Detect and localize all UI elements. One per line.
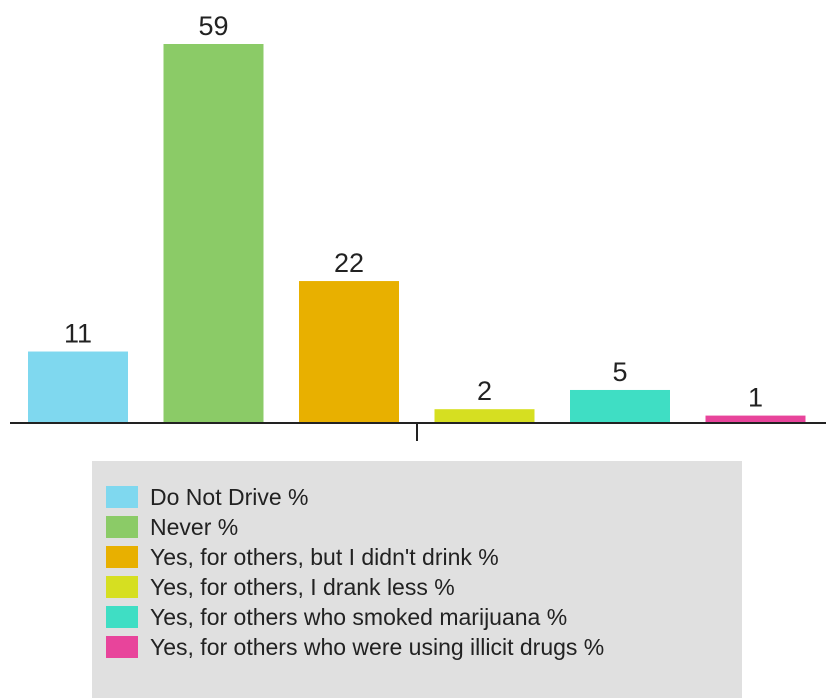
legend-item-6: Yes, for others who were using illicit d… [106, 632, 742, 662]
legend-swatch-1 [106, 486, 138, 508]
chart-legend: Do Not Drive % Never % Yes, for others, bu… [92, 461, 742, 698]
legend-swatch-4 [106, 576, 138, 598]
bar-2 [163, 44, 264, 422]
bar-value-label-6: 1 [748, 383, 763, 413]
bar-value-label-3: 22 [334, 248, 364, 278]
bar-6 [705, 415, 806, 422]
bar-value-label-1: 11 [64, 319, 92, 349]
bar-value-label-2: 59 [198, 11, 228, 41]
legend-swatch-5 [106, 606, 138, 628]
bar-4 [434, 409, 535, 422]
legend-swatch-3 [106, 546, 138, 568]
legend-swatch-2 [106, 516, 138, 538]
legend-item-1: Do Not Drive % [106, 482, 742, 512]
legend-item-4: Yes, for others, I drank less % [106, 572, 742, 602]
bar-1 [28, 351, 128, 422]
legend-label-3: Yes, for others, but I didn't drink % [150, 543, 499, 570]
bar-value-label-4: 2 [477, 376, 492, 406]
bar-value-label-5: 5 [612, 357, 627, 387]
bar-3 [299, 281, 399, 422]
legend-label-1: Do Not Drive % [150, 483, 309, 510]
legend-label-5: Yes, for others who smoked marijuana % [150, 603, 568, 630]
legend-item-2: Never % [106, 512, 742, 542]
legend-label-2: Never % [150, 513, 239, 540]
legend-swatch-6 [106, 636, 138, 658]
bars-group [28, 44, 806, 422]
legend-label-4: Yes, for others, I drank less % [150, 573, 455, 600]
bar-5 [570, 389, 670, 422]
legend-item-5: Yes, for others who smoked marijuana % [106, 602, 742, 632]
legend-item-3: Yes, for others, but I didn't drink % [106, 542, 742, 572]
legend-label-6: Yes, for others who were using illicit d… [150, 633, 605, 660]
